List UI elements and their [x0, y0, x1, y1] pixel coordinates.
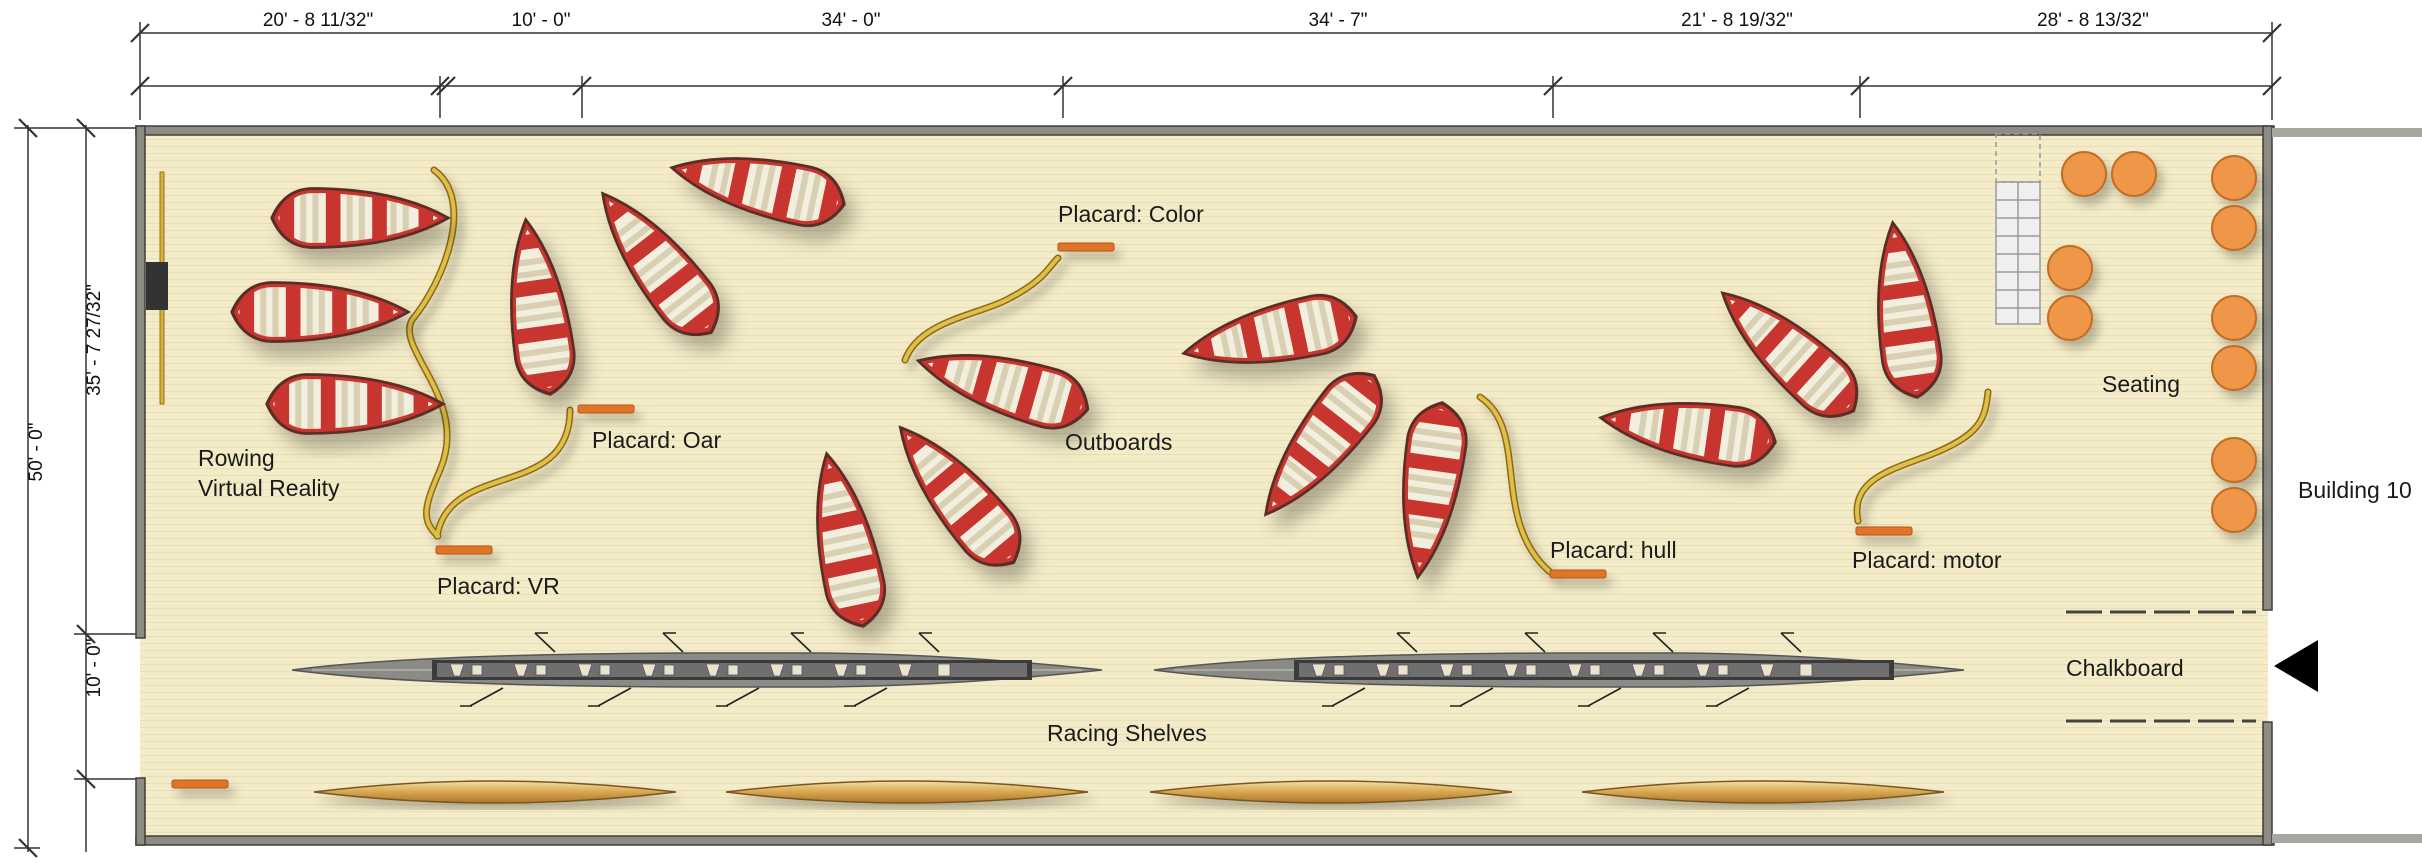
label-placard-vr: Placard: VR	[437, 573, 560, 599]
left-dimension-string	[14, 118, 145, 858]
visitor-paths	[406, 166, 1992, 576]
label-placard-hull: Placard: hull	[1550, 537, 1677, 563]
label-chalkboard: Chalkboard	[2066, 655, 2184, 681]
label-placard-motor: Placard: motor	[1852, 547, 2002, 573]
chalkboard-rails	[2066, 610, 2256, 723]
label-virtual-reality: Virtual Reality	[198, 475, 340, 501]
dim-top-1: 20' - 8 11/32"	[263, 10, 373, 31]
dim-top-4: 34' - 7"	[1309, 10, 1368, 31]
projector-icon	[146, 262, 168, 310]
entry-arrow-icon	[2274, 640, 2318, 692]
label-outboards: Outboards	[1065, 429, 1172, 455]
label-seating: Seating	[2102, 371, 2180, 397]
racing-shell	[1153, 632, 1965, 707]
stair	[1995, 133, 2041, 325]
top-dimension-string	[130, 22, 2282, 120]
label-building-10: Building 10	[2298, 477, 2412, 503]
dim-left-overall: 50' - 0"	[26, 423, 47, 482]
dim-top-6: 28' - 8 13/32"	[2037, 10, 2149, 31]
dim-top-2: 10' - 0"	[512, 10, 571, 31]
label-rowing: Rowing	[198, 445, 275, 471]
racing-shells	[291, 632, 1965, 707]
racing-shell	[291, 632, 1103, 707]
label-placard-color: Placard: Color	[1058, 201, 1204, 227]
dim-top-3: 34' - 0"	[822, 10, 881, 31]
dim-left-lower: 10' - 0"	[84, 639, 105, 698]
exterior-walls	[135, 125, 2422, 846]
dim-top-5: 21' - 8 19/32"	[1681, 10, 1793, 31]
label-racing-shelves: Racing Shelves	[1047, 720, 1207, 746]
dim-left-upper: 35' - 7 27/32"	[84, 284, 105, 396]
label-placard-oar: Placard: Oar	[592, 427, 721, 453]
